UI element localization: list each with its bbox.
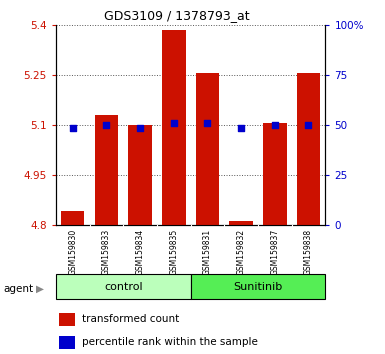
Text: GSM159837: GSM159837 <box>270 229 279 275</box>
Bar <box>59 313 75 326</box>
Bar <box>61 211 84 225</box>
Point <box>70 125 76 131</box>
Text: percentile rank within the sample: percentile rank within the sample <box>82 337 258 348</box>
Point <box>137 125 143 131</box>
Bar <box>59 336 75 349</box>
Bar <box>263 123 286 225</box>
Text: transformed count: transformed count <box>82 314 179 325</box>
FancyBboxPatch shape <box>191 274 325 299</box>
Text: ▶: ▶ <box>37 284 44 293</box>
Text: GSM159834: GSM159834 <box>136 229 144 275</box>
Point <box>204 120 211 126</box>
Text: GSM159835: GSM159835 <box>169 229 178 275</box>
Text: GSM159830: GSM159830 <box>68 229 77 275</box>
Point <box>171 120 177 126</box>
Bar <box>162 30 186 225</box>
Point <box>238 125 244 131</box>
Point <box>272 122 278 128</box>
Bar <box>196 73 219 225</box>
Point <box>103 122 109 128</box>
Text: GSM159832: GSM159832 <box>237 229 246 275</box>
Text: GSM159833: GSM159833 <box>102 229 111 275</box>
Text: control: control <box>104 282 142 292</box>
Bar <box>297 73 320 225</box>
Bar <box>229 222 253 225</box>
Text: GSM159831: GSM159831 <box>203 229 212 275</box>
Point <box>305 122 311 128</box>
Bar <box>95 115 118 225</box>
Bar <box>128 125 152 225</box>
Text: GSM159838: GSM159838 <box>304 229 313 275</box>
FancyBboxPatch shape <box>56 274 191 299</box>
Text: agent: agent <box>4 284 34 293</box>
Text: Sunitinib: Sunitinib <box>233 282 283 292</box>
Text: GDS3109 / 1378793_at: GDS3109 / 1378793_at <box>104 10 250 22</box>
